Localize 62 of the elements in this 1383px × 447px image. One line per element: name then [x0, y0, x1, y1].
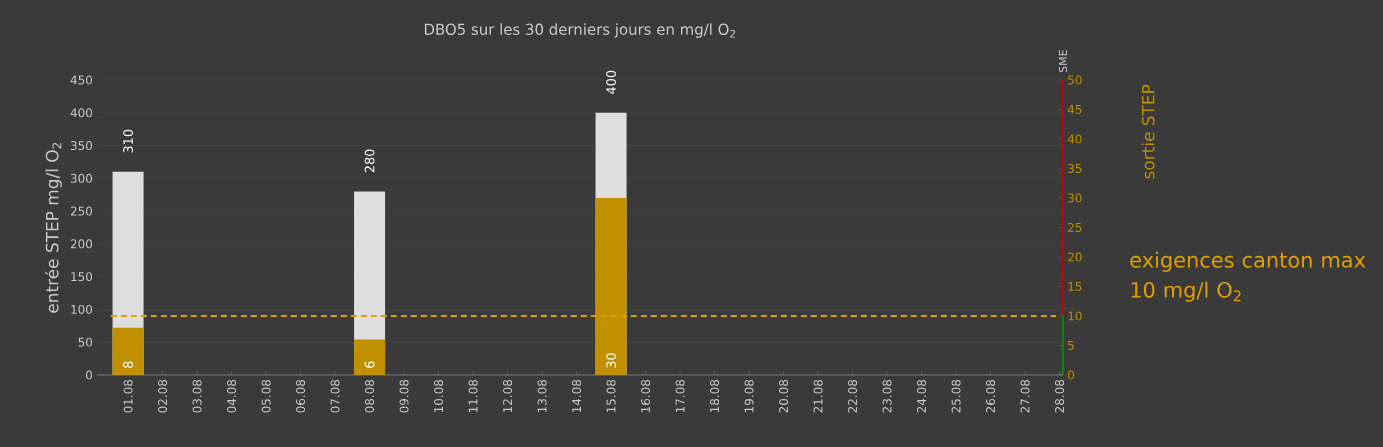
y2-tick-label: 50 — [1068, 75, 1082, 85]
data-label: 280 — [364, 149, 375, 173]
y-tick-label: 50 — [78, 337, 93, 347]
bar — [354, 339, 386, 375]
x-tick-label: 12.08 — [503, 380, 513, 413]
x-tick-label: 10.08 — [434, 380, 444, 413]
data-label: 8 — [123, 361, 133, 368]
y2-tick-label: 20 — [1068, 252, 1082, 262]
y2-tick-label: 40 — [1067, 134, 1082, 144]
text: SME — [1058, 50, 1068, 73]
x-tick-label: 05.08 — [261, 380, 271, 413]
x-tick-label: 13.08 — [537, 380, 547, 413]
x-tick-label: 06.08 — [296, 380, 306, 413]
x-tick-label: 18.08 — [710, 380, 720, 413]
data-label: 310 — [123, 129, 133, 153]
y-tick-label: 150 — [71, 272, 93, 282]
x-tick-label: 27.08 — [1020, 380, 1030, 413]
x-tick-label: 21.08 — [813, 380, 823, 413]
y2-tick-label: 30 — [1068, 193, 1082, 203]
y2-tick-label: 10 — [1068, 311, 1082, 321]
y2-axis-title: sortie STEP — [1141, 84, 1155, 179]
y-axis-title: entrée STEP mg/l O$_{2}$ — [44, 142, 62, 313]
x-tick-label: 20.08 — [779, 380, 789, 413]
x-tick-label: 19.08 — [744, 380, 754, 413]
x-tick-label: 16.08 — [641, 380, 651, 413]
y2-tick-label: 15 — [1068, 282, 1082, 291]
y-tick-label: 350 — [70, 141, 93, 151]
y-tick-label: 400 — [70, 108, 93, 118]
data-label: 400 — [606, 70, 616, 94]
x-tick-label: 01.08 — [123, 380, 133, 413]
x-tick-label: 28.08 — [1055, 380, 1065, 413]
data-label: 6 — [364, 361, 375, 368]
x-tick-label: 03.08 — [192, 380, 202, 413]
y-tick-label: 300 — [70, 173, 93, 183]
bar — [112, 327, 144, 375]
x-tick-label: 15.08 — [606, 380, 616, 413]
y2-tick-label: 25 — [1068, 222, 1082, 233]
x-tick-label: 22.08 — [848, 380, 858, 413]
y-tick-label: 0 — [86, 370, 93, 380]
y2-tick-label: 5 — [1068, 341, 1074, 350]
x-tick-label: 08.08 — [365, 380, 375, 413]
data-label: 30 — [606, 353, 616, 368]
x-tick-label: 07.08 — [330, 380, 340, 413]
x-tick-label: 26.08 — [986, 380, 996, 413]
ref-line-label: exigences canton max 10 mg/l O$_{2}$ — [1130, 251, 1366, 302]
x-tick-label: 24.08 — [917, 380, 927, 413]
y-tick-label: 250 — [70, 206, 93, 216]
x-tick-label: 23.08 — [882, 380, 892, 413]
x-tick-label: 11.08 — [468, 380, 478, 413]
y-tick-label: 100 — [71, 304, 93, 314]
y2-tick-label: 45 — [1067, 105, 1082, 114]
x-tick-label: 14.08 — [572, 380, 582, 413]
y2-tick-label: 35 — [1068, 163, 1082, 174]
x-tick-label: 04.08 — [227, 380, 237, 413]
y-tick-label: 200 — [70, 239, 93, 249]
y-tick-label: 450 — [70, 75, 93, 85]
chart-title: DBO5 sur les 30 derniers jours en mg/l O$_{2}$ — [424, 23, 736, 38]
x-tick-label: 09.08 — [399, 380, 409, 413]
x-tick-label: 02.08 — [158, 380, 168, 413]
x-tick-label: 17.08 — [675, 380, 685, 413]
x-tick-label: 25.08 — [951, 380, 961, 413]
y2-tick-label: 0 — [1067, 370, 1075, 380]
